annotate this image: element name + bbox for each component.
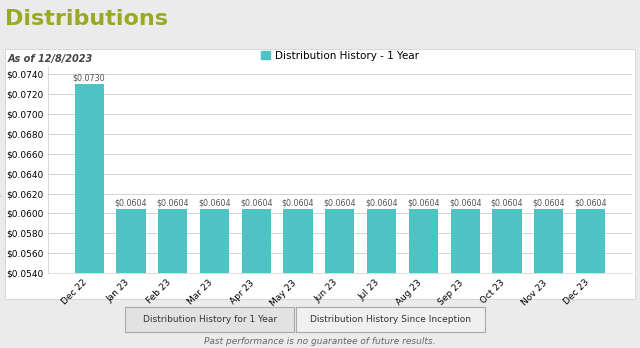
Text: $0.0604: $0.0604 <box>156 199 189 208</box>
Text: $0.0730: $0.0730 <box>73 73 106 82</box>
Text: $0.0604: $0.0604 <box>574 199 607 208</box>
Bar <box>409 209 438 348</box>
Text: As of 12/8/2023: As of 12/8/2023 <box>8 54 93 64</box>
Bar <box>325 209 355 348</box>
Bar <box>242 209 271 348</box>
Legend: Distribution History - 1 Year: Distribution History - 1 Year <box>257 47 423 65</box>
Bar <box>74 84 104 348</box>
Text: $0.0604: $0.0604 <box>198 199 231 208</box>
Text: $0.0604: $0.0604 <box>324 199 356 208</box>
Bar <box>284 209 313 348</box>
Bar <box>116 209 145 348</box>
Text: Past performance is no guarantee of future results.: Past performance is no guarantee of futu… <box>204 337 436 346</box>
Text: $0.0604: $0.0604 <box>365 199 398 208</box>
Text: Distributions: Distributions <box>5 9 168 29</box>
Bar <box>576 209 605 348</box>
Bar <box>451 209 480 348</box>
Text: $0.0604: $0.0604 <box>449 199 481 208</box>
Text: $0.0604: $0.0604 <box>240 199 273 208</box>
Text: $0.0604: $0.0604 <box>532 199 565 208</box>
Text: $0.0604: $0.0604 <box>491 199 524 208</box>
Text: Distribution History for 1 Year: Distribution History for 1 Year <box>143 315 276 324</box>
Bar <box>367 209 396 348</box>
Text: $0.0604: $0.0604 <box>282 199 314 208</box>
Text: $0.0604: $0.0604 <box>407 199 440 208</box>
Bar <box>534 209 563 348</box>
Text: $0.0604: $0.0604 <box>115 199 147 208</box>
Bar <box>158 209 188 348</box>
Bar <box>200 209 229 348</box>
Y-axis label: $ Per Share: $ Per Share <box>0 142 1 198</box>
Bar <box>492 209 522 348</box>
Text: Distribution History Since Inception: Distribution History Since Inception <box>310 315 471 324</box>
